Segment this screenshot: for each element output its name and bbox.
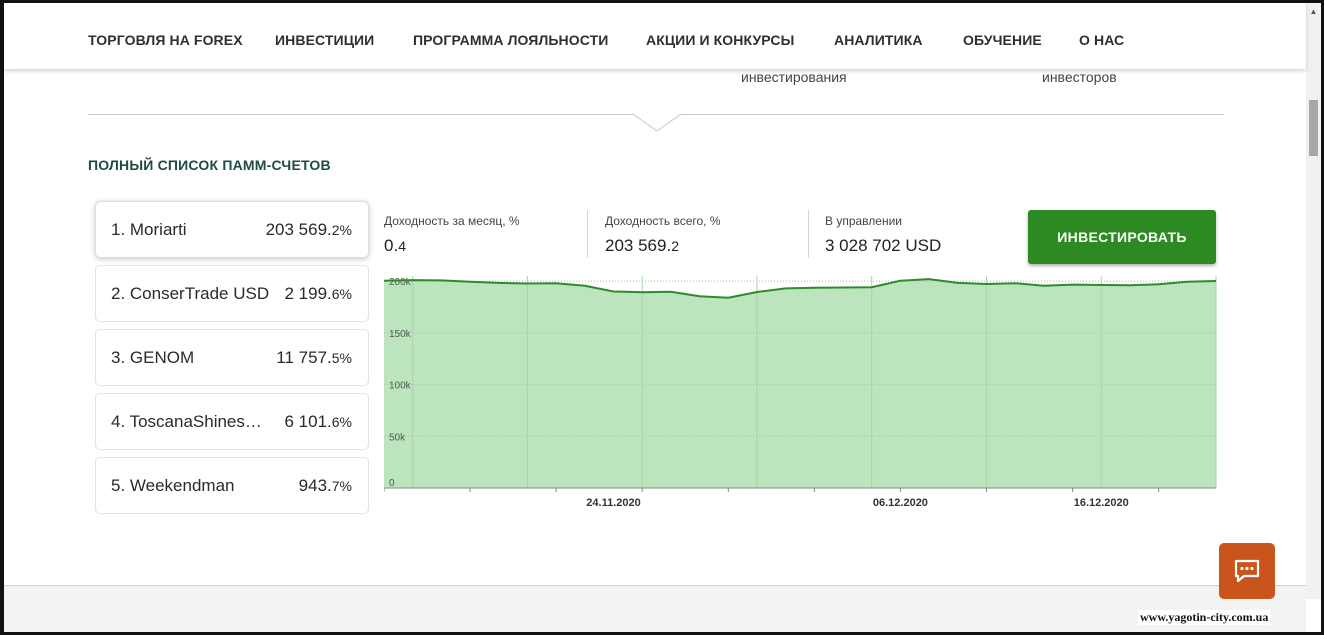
account-name: 5. Weekendman xyxy=(111,476,235,495)
nav-item-loyalty[interactable]: ПРОГРАММА ЛОЯЛЬНОСТИ xyxy=(413,32,609,48)
total-return-label: Доходность всего, % xyxy=(605,214,721,228)
invest-button[interactable]: ИНВЕСТИРОВАТЬ xyxy=(1028,210,1216,264)
monthly-return-label: Доходность за месяц, % xyxy=(384,214,520,228)
nav-item-education[interactable]: ОБУЧЕНИЕ xyxy=(963,32,1042,48)
window-frame-right xyxy=(1321,0,1324,635)
chart-x-tick-label: 16.12.2020 xyxy=(1074,497,1129,509)
nav-item-analytics[interactable]: АНАЛИТИКА xyxy=(834,32,923,48)
account-name: 3. GENOM xyxy=(111,348,195,367)
scroll-thumb[interactable] xyxy=(1309,100,1318,156)
section-title: ПОЛНЫЙ СПИСОК ПАММ-СЧЕТОВ xyxy=(88,157,331,173)
account-item[interactable]: 5. Weekendman 943.7% xyxy=(95,457,369,514)
chart-y-tick-label: 0 xyxy=(389,478,395,489)
account-equity-chart: 0 50k 100k 150k 200k 24.11.2020 06.12.2020 16.1… xyxy=(384,276,1217,509)
stat-separator xyxy=(587,210,588,258)
stat-investors-caption: инвесторов xyxy=(1042,69,1117,85)
chart-y-tick-label: 50k xyxy=(389,432,406,443)
stat-separator xyxy=(808,210,809,258)
window-frame-top xyxy=(0,0,1324,3)
nav-item-about[interactable]: О НАС xyxy=(1079,32,1125,48)
total-return-value: 203 569.2 xyxy=(605,236,679,255)
chart-y-tick-label: 100k xyxy=(389,381,412,392)
account-item[interactable]: 3. GENOM 11 757.5% xyxy=(95,329,369,386)
monthly-return-value: 0.4 xyxy=(384,236,406,255)
account-item[interactable]: 1. Moriarti 203 569.2% xyxy=(95,201,369,258)
nav-item-forex[interactable]: ТОРГОВЛЯ НА FOREX xyxy=(88,32,243,48)
account-return: 943.7% xyxy=(298,476,352,495)
chat-button[interactable] xyxy=(1219,543,1275,599)
section-divider xyxy=(88,114,1224,115)
account-name: 2. ConserTrade USD xyxy=(111,284,270,303)
scroll-up-icon[interactable]: ▲ xyxy=(1309,7,1318,16)
account-return: 203 569.2% xyxy=(265,220,352,239)
chat-bubble-icon xyxy=(1234,559,1260,583)
account-name: 1. Moriarti xyxy=(111,220,187,239)
managed-label: В управлении xyxy=(825,214,902,228)
account-return: 11 757.5% xyxy=(276,348,352,367)
account-item[interactable]: 4. ToscanaShines… 6 101.6% xyxy=(95,393,369,450)
window-frame-bottom xyxy=(0,632,1324,635)
account-name: 4. ToscanaShines… xyxy=(111,412,262,431)
chart-area-fill xyxy=(384,279,1216,488)
window-frame-left xyxy=(0,0,4,635)
page-scrollbar[interactable]: ▲ xyxy=(1306,3,1321,599)
nav-item-investments[interactable]: ИНВЕСТИЦИИ xyxy=(275,32,375,48)
footer-divider xyxy=(4,585,1306,586)
account-item[interactable]: 2. ConserTrade USD 2 199.6% xyxy=(95,265,369,322)
chart-y-tick-label: 200k xyxy=(389,277,412,288)
account-return: 6 101.6% xyxy=(284,412,353,431)
stat-investing-caption: инвестирования xyxy=(741,69,847,85)
chart-x-tick-label: 06.12.2020 xyxy=(873,497,928,509)
next-section-strip xyxy=(4,586,1306,632)
nav-item-promotions[interactable]: АКЦИИ И КОНКУРСЫ xyxy=(646,32,795,48)
managed-value: 3 028 702 USD xyxy=(825,236,942,255)
watermark-text: www.yagotin-city.com.ua xyxy=(1138,610,1271,625)
chart-y-tick-label: 150k xyxy=(389,329,412,340)
top-navigation: ТОРГОВЛЯ НА FOREX ИНВЕСТИЦИИ ПРОГРАММА Л… xyxy=(4,3,1306,69)
account-return: 2 199.6% xyxy=(284,284,353,303)
chart-x-tick-label: 24.11.2020 xyxy=(586,497,640,509)
chart-series-line xyxy=(384,278,1217,299)
